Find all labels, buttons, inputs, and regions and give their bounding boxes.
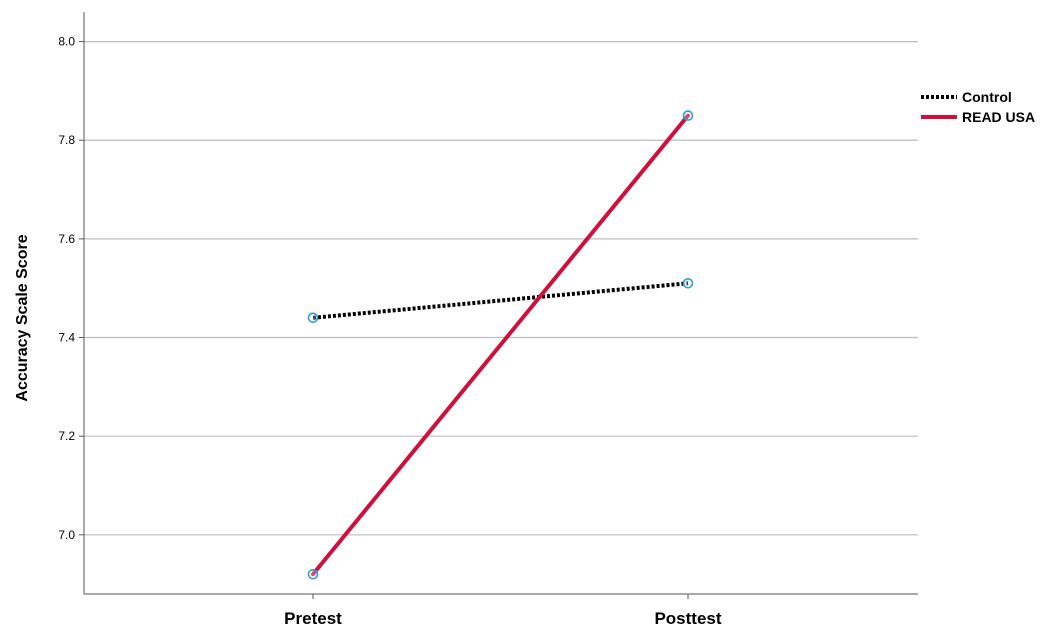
marker-layer bbox=[307, 110, 694, 580]
grid-layer bbox=[84, 40, 918, 536]
y-tick-label: 7.6 bbox=[58, 232, 75, 246]
y-tick-label: 7.2 bbox=[58, 429, 75, 443]
data-point-marker bbox=[682, 110, 694, 121]
y-tick-label: 7.8 bbox=[58, 133, 75, 147]
x-category-label: Posttest bbox=[654, 609, 721, 628]
y-tick-label: 8.0 bbox=[58, 35, 75, 49]
y-tick-label: 7.0 bbox=[58, 528, 75, 542]
series-layer bbox=[311, 113, 690, 577]
legend: Control READ USA bbox=[921, 89, 1035, 125]
series-line-control bbox=[312, 281, 689, 320]
data-point-marker bbox=[307, 568, 319, 580]
y-axis-title: Accuracy Scale Score bbox=[14, 234, 31, 401]
x-category-label: Pretest bbox=[284, 609, 342, 628]
series-line-read-usa bbox=[311, 113, 690, 577]
data-point-marker bbox=[682, 277, 694, 289]
data-point-marker bbox=[307, 312, 319, 324]
legend-label: READ USA bbox=[962, 109, 1035, 125]
y-tick-label: 7.4 bbox=[58, 331, 75, 345]
tick-layer: 7.0 7.2 7.4 7.6 7.8 8.0 Pretest Posttest bbox=[58, 35, 722, 628]
axes-layer bbox=[83, 12, 918, 595]
legend-label: Control bbox=[962, 89, 1012, 105]
